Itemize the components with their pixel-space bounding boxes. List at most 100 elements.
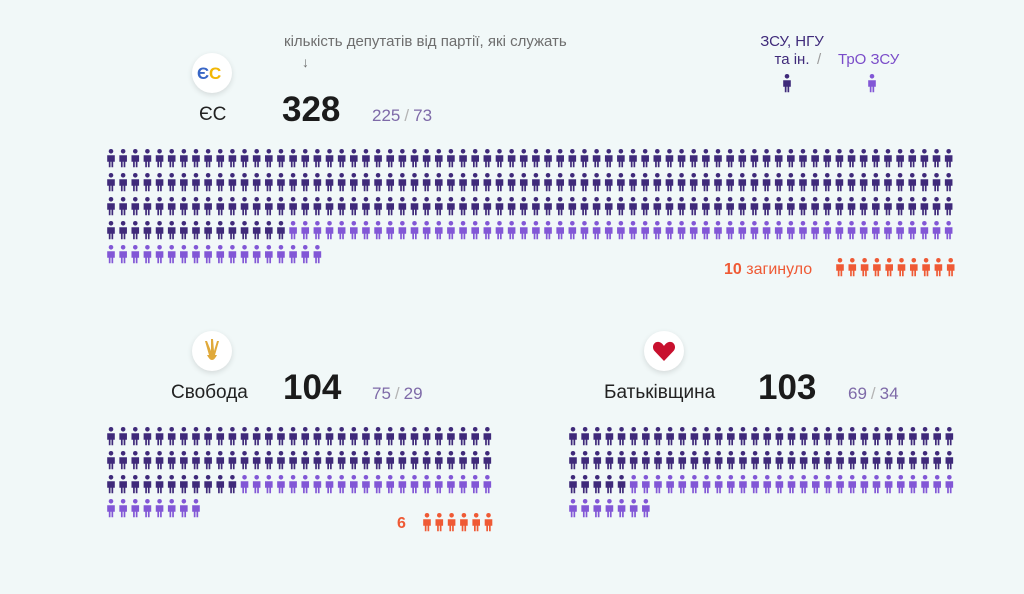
pictogram-dark-0-50 [714, 149, 722, 168]
pictogram-dark-1-47 [289, 451, 297, 470]
pictogram-dark-2-4 [617, 427, 626, 446]
pictogram-dark-0-96 [422, 173, 431, 192]
pictogram-dark-0-55 [774, 149, 783, 168]
pictogram-light-1-99 [143, 499, 152, 518]
pictogram-dark-0-167 [434, 197, 443, 216]
pictogram-dark-1-33 [119, 451, 127, 470]
pictogram-light-2-77 [727, 475, 735, 494]
pictogram-dark-1-20 [349, 427, 358, 446]
pictogram-killed-1-0 [423, 513, 431, 532]
killed-label-es: 10 загинуло [724, 261, 812, 279]
pictogram-dark-2-35 [605, 451, 614, 470]
legend-dark: ЗСУ, НГУ та ін. [752, 33, 832, 69]
pictogram-light-1-87 [386, 475, 395, 494]
pictogram-dark-2-55 [848, 451, 857, 470]
pictogram-dark-0-220 [228, 221, 237, 240]
pictogram-dark-0-95 [410, 173, 419, 192]
pictogram-light-2-102 [642, 499, 650, 518]
pictogram-dark-1-25 [410, 427, 419, 446]
pictogram-light-1-88 [398, 475, 407, 494]
pictogram-dark-2-51 [799, 451, 808, 470]
pictogram-dark-0-205 [896, 197, 904, 216]
pictogram-dark-0-22 [374, 149, 382, 168]
pictogram-dark-0-218 [204, 221, 212, 240]
pictogram-dark-0-149 [216, 197, 225, 216]
pictogram-dark-0-3 [143, 149, 152, 168]
pictogram-light-0-247 [556, 221, 564, 240]
pictogram-dark-0-172 [495, 197, 504, 216]
killed-word-es: загинуло [746, 261, 813, 278]
pictogram-dark-0-103 [507, 173, 516, 192]
pictogram-dark-1-43 [240, 451, 249, 470]
pictogram-dark-2-23 [848, 427, 857, 446]
pictogram-dark-1-14 [277, 427, 285, 446]
pictogram-dark-0-203 [872, 197, 880, 216]
pictogram-dark-1-56 [398, 451, 407, 470]
pictogram-dark-0-20 [349, 149, 358, 168]
legend-dark-label-line2: та ін. [774, 51, 810, 68]
pictogram-dark-2-13 [727, 427, 735, 446]
pictogram-dark-2-68 [617, 475, 626, 494]
pictogram-dark-2-47 [751, 451, 759, 470]
pictogram-light-1-77 [265, 475, 273, 494]
pictogram-light-2-86 [836, 475, 844, 494]
pictogram-dark-0-93 [386, 173, 395, 192]
pictogram-dark-2-50 [787, 451, 796, 470]
pictogram-dark-0-40 [592, 149, 601, 168]
pictogram-dark-2-61 [921, 451, 929, 470]
pictogram-dark-2-22 [836, 427, 844, 446]
legend-dark-person [783, 74, 791, 93]
pictogram-dark-1-62 [471, 451, 479, 470]
pictogram-dark-2-18 [787, 427, 796, 446]
pictogram-dark-2-25 [872, 427, 881, 446]
pictogram-light-2-78 [739, 475, 747, 494]
pictogram-light-1-78 [277, 475, 285, 494]
pictogram-dark-0-180 [592, 197, 601, 216]
pictogram-dark-0-69 [944, 149, 953, 168]
pictogram-dark-0-147 [192, 197, 200, 216]
pictogram-dark-0-61 [847, 149, 856, 168]
pictogram-dark-0-202 [859, 197, 868, 216]
pictogram-light-0-287 [192, 245, 200, 264]
pictogram-dark-0-170 [471, 197, 479, 216]
svg-text:Є: Є [197, 64, 209, 83]
pictogram-light-1-100 [155, 499, 164, 518]
pictogram-light-0-237 [434, 221, 443, 240]
pictogram-dark-0-68 [932, 149, 941, 168]
pictogram-dark-0-187 [677, 197, 686, 216]
pictogram-dark-0-47 [677, 149, 686, 168]
pictogram-dark-0-174 [519, 197, 528, 216]
pictogram-light-0-256 [665, 221, 674, 240]
pictogram-light-0-253 [629, 221, 637, 240]
pictogram-dark-0-44 [641, 149, 649, 168]
pictogram-killed-1-4 [472, 513, 480, 532]
pictogram-light-0-261 [726, 221, 734, 240]
pictogram-dark-2-20 [812, 427, 820, 446]
pictogram-light-0-280 [107, 245, 115, 264]
pictogram-light-0-292 [252, 245, 261, 264]
pictogram-dark-0-70 [107, 173, 115, 192]
pictogram-dark-0-114 [641, 173, 649, 192]
pictogram-dark-1-41 [216, 451, 225, 470]
pictogram-dark-1-46 [277, 451, 285, 470]
pictogram-dark-0-153 [265, 197, 273, 216]
pictogram-dark-1-12 [252, 427, 261, 446]
es-logo: Є С [192, 53, 232, 93]
pictogram-dark-1-40 [204, 451, 212, 470]
pictogram-light-0-251 [604, 221, 613, 240]
pictogram-light-2-88 [860, 475, 869, 494]
pictogram-dark-0-115 [653, 173, 662, 192]
pictogram-dark-0-211 [119, 221, 127, 240]
pictogram-dark-0-155 [289, 197, 297, 216]
pictogram-dark-0-150 [228, 197, 237, 216]
pictogram-dark-0-145 [167, 197, 176, 216]
pictogram-dark-0-185 [653, 197, 662, 216]
pictogram-dark-0-19 [337, 149, 346, 168]
pictogram-dark-0-4 [155, 149, 164, 168]
pictogram-light-1-102 [180, 499, 188, 518]
pictogram-dark-1-18 [325, 427, 334, 446]
pictogram-dark-2-54 [836, 451, 844, 470]
pictogram-dark-0-24 [398, 149, 407, 168]
pictogram-dark-0-42 [617, 149, 625, 168]
pictogram-dark-0-59 [823, 149, 832, 168]
